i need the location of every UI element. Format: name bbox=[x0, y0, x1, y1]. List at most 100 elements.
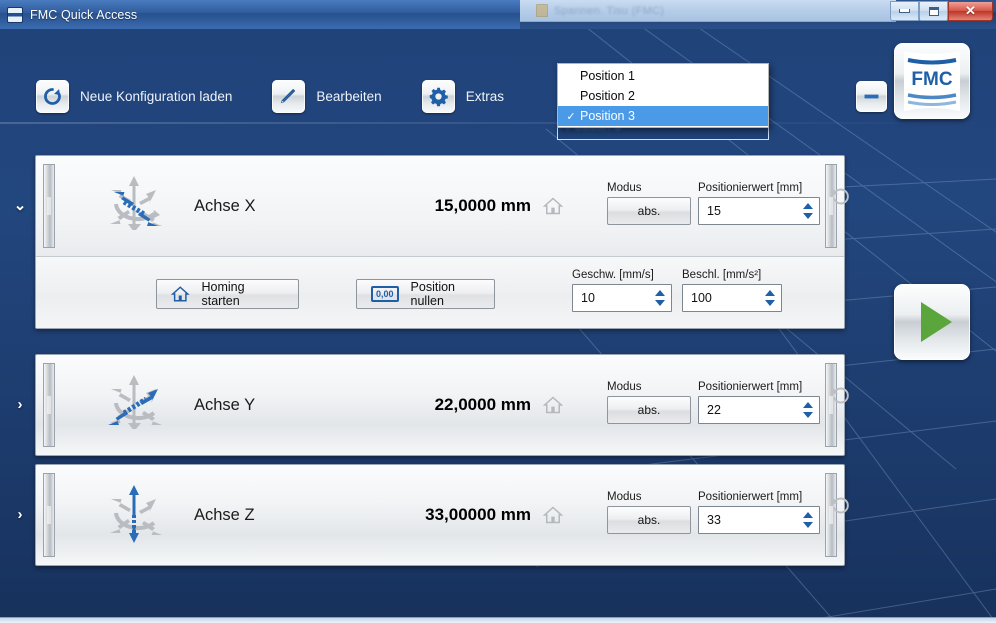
panel-grip-right[interactable] bbox=[825, 363, 837, 447]
minimize-button[interactable] bbox=[890, 1, 919, 21]
expander-axis-y[interactable]: › bbox=[8, 392, 32, 416]
close-icon: ✕ bbox=[965, 3, 976, 18]
zero-position-label: Position nullen bbox=[410, 280, 456, 308]
acceleration-label: Beschl. [mm/s²] bbox=[682, 269, 762, 281]
axis-z-home-indicator bbox=[542, 465, 564, 565]
axis-x-home-indicator bbox=[542, 156, 564, 256]
axis-panel-x: Achse X 15,0000 mm Modus abs. Positionie… bbox=[35, 155, 849, 329]
spinner-arrows-icon bbox=[803, 203, 813, 219]
axis-x-expanded-controls: Homing starten 0,00 Position nullen Gesc… bbox=[36, 256, 844, 328]
home-icon bbox=[542, 506, 564, 524]
axis-z-header: Achse Z 33,00000 mm Modus abs. Positioni… bbox=[36, 465, 849, 565]
fmc-logo-text: FMC bbox=[911, 69, 952, 90]
dropdown-item-position-3[interactable]: ✓ Position 3 bbox=[558, 106, 768, 126]
main-toolbar: Neue Konfiguration laden Bearbeiten Extr… bbox=[0, 70, 996, 122]
spinner-arrows-icon bbox=[765, 290, 775, 306]
fmc-logo: FMC bbox=[894, 43, 970, 119]
axis-y-header: Achse Y 22,0000 mm Modus abs. Positionie… bbox=[36, 355, 849, 455]
axis-x-position-input[interactable]: 15 bbox=[698, 197, 820, 225]
axis-x-modus-button[interactable]: abs. bbox=[607, 197, 691, 225]
axis-y-modus-group: Modus abs. bbox=[607, 381, 691, 424]
acceleration-spinner[interactable] bbox=[759, 285, 781, 311]
axis-x-name: Achse X bbox=[194, 196, 256, 215]
axis-y-value: 22,0000 mm bbox=[434, 395, 531, 414]
axis-z-icon bbox=[110, 485, 162, 543]
axis-z-name: Achse Z bbox=[194, 505, 255, 524]
undo-icon bbox=[831, 188, 849, 204]
panel-grip-right[interactable] bbox=[825, 164, 837, 248]
home-icon bbox=[542, 197, 564, 215]
axis-y-reset-button[interactable] bbox=[826, 381, 854, 409]
axis-z-position-input[interactable]: 33 bbox=[698, 506, 820, 534]
panel-grip-right[interactable] bbox=[825, 473, 837, 557]
chevron-down-icon: ⌄ bbox=[13, 197, 27, 214]
axis-x-icon bbox=[110, 176, 162, 230]
homing-start-button[interactable]: Homing starten bbox=[156, 279, 299, 309]
acceleration-group: Beschl. [mm/s²] 100 bbox=[682, 269, 782, 312]
reload-config-icon bbox=[36, 79, 69, 113]
zero-position-button[interactable]: 0,00 Position nullen bbox=[356, 279, 495, 309]
velocity-spinner[interactable] bbox=[649, 285, 671, 311]
spinner-arrows-icon bbox=[803, 402, 813, 418]
velocity-value: 10 bbox=[581, 291, 595, 305]
panel-grip-left[interactable] bbox=[43, 164, 55, 248]
titlebar-background-window[interactable]: Spannen. Tisu (FMC) bbox=[520, 0, 896, 22]
velocity-label: Geschw. [mm/s] bbox=[572, 269, 654, 281]
axis-y-home-indicator bbox=[542, 355, 564, 455]
modus-label: Modus bbox=[607, 182, 642, 194]
panel-grip-left[interactable] bbox=[43, 363, 55, 447]
load-configuration-label: Neue Konfiguration laden bbox=[80, 88, 233, 104]
background-window-icon bbox=[536, 4, 548, 17]
toolbar-divider bbox=[0, 122, 996, 124]
axis-z-modus-button[interactable]: abs. bbox=[607, 506, 691, 534]
axis-z-spinner[interactable] bbox=[797, 507, 819, 533]
axis-x-reset-button[interactable] bbox=[826, 182, 854, 210]
axis-x-spinner[interactable] bbox=[797, 198, 819, 224]
app-icon bbox=[7, 6, 23, 23]
start-button[interactable] bbox=[894, 284, 970, 360]
extras-button[interactable]: Extras bbox=[416, 74, 510, 118]
axis-x-modus-value: abs. bbox=[637, 204, 661, 218]
maximize-button[interactable] bbox=[919, 1, 948, 21]
dropdown-item-position-2[interactable]: Position 2 bbox=[558, 86, 768, 106]
gear-icon bbox=[421, 79, 455, 113]
home-icon bbox=[542, 396, 564, 414]
spinner-arrows-icon bbox=[655, 290, 665, 306]
axis-y-modus-button[interactable]: abs. bbox=[607, 396, 691, 424]
dropdown-item-position-1[interactable]: Position 1 bbox=[558, 66, 768, 86]
velocity-input[interactable]: 10 bbox=[572, 284, 672, 312]
panel-grip-left[interactable] bbox=[43, 473, 55, 557]
axis-panel-y: Achse Y 22,0000 mm Modus abs. Positionie… bbox=[35, 354, 849, 456]
axis-z-modus-value: abs. bbox=[637, 513, 661, 527]
minimize-icon bbox=[899, 9, 910, 13]
window-title: FMC Quick Access bbox=[30, 7, 138, 22]
edit-pencil-icon bbox=[272, 79, 306, 113]
axis-x-modus-group: Modus abs. bbox=[607, 182, 691, 225]
play-icon bbox=[920, 302, 952, 342]
axis-z-reset-button[interactable] bbox=[826, 491, 854, 519]
background-window-title: Spannen. Tisu (FMC) bbox=[554, 4, 665, 17]
velocity-group: Geschw. [mm/s] 10 bbox=[572, 269, 672, 312]
positionierwert-label: Positionierwert [mm] bbox=[698, 182, 803, 194]
acceleration-input[interactable]: 100 bbox=[682, 284, 782, 312]
edit-button[interactable]: Bearbeiten bbox=[266, 74, 387, 118]
expander-axis-z[interactable]: › bbox=[8, 502, 32, 526]
homing-start-label: Homing starten bbox=[201, 280, 245, 308]
main-stage: Neue Konfiguration laden Bearbeiten Extr… bbox=[0, 29, 996, 623]
axis-x-value: 15,0000 mm bbox=[434, 196, 531, 215]
axis-y-spinner[interactable] bbox=[797, 397, 819, 423]
spinner-arrows-icon bbox=[803, 512, 813, 528]
extras-label: Extras bbox=[465, 88, 504, 104]
positionierwert-label: Positionierwert [mm] bbox=[698, 381, 803, 393]
position-dropdown-menu: Position 1 Position 2 ✓ Position 3 bbox=[557, 63, 769, 128]
chevron-right-icon: › bbox=[17, 505, 23, 523]
titlebar-active-region bbox=[0, 0, 520, 29]
dropdown-label-1: Position 1 bbox=[580, 69, 635, 83]
close-button[interactable]: ✕ bbox=[948, 1, 993, 21]
dropdown-check-3: ✓ bbox=[566, 110, 576, 123]
axis-y-position-input[interactable]: 22 bbox=[698, 396, 820, 424]
load-configuration-button[interactable]: Neue Konfiguration laden bbox=[30, 74, 238, 118]
acceleration-value: 100 bbox=[691, 291, 712, 305]
remove-position-button[interactable] bbox=[850, 74, 893, 118]
expander-axis-x[interactable]: ⌄ bbox=[8, 193, 32, 217]
